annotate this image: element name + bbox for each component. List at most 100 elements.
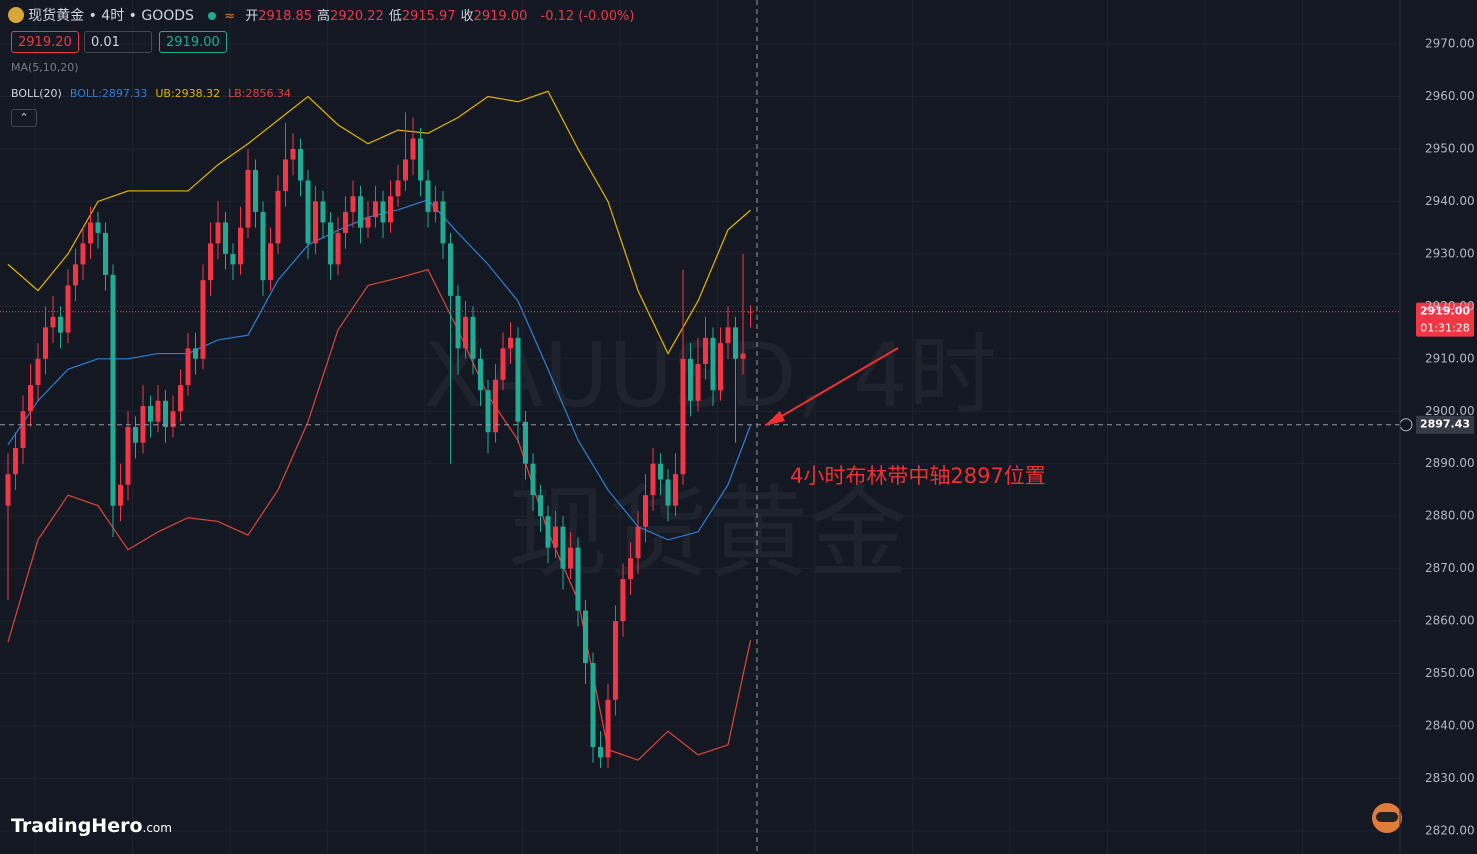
y-tick-label: 2930.00 [1425, 246, 1475, 260]
candle-body [500, 348, 506, 380]
candle-body [613, 621, 618, 700]
candle-body [628, 558, 633, 580]
collapse-button[interactable]: ⌃ [11, 109, 37, 127]
candle-body [238, 227, 243, 265]
candle-body [305, 180, 311, 244]
candle-body [530, 463, 536, 496]
y-tick-label: 2950.00 [1425, 141, 1475, 155]
candle-body [65, 285, 71, 333]
ohlc-value: 2915.97 [401, 9, 456, 24]
crosshair-box [1416, 415, 1474, 434]
candle-body [110, 274, 116, 506]
candle-body [515, 337, 521, 422]
symbol-icon [8, 7, 24, 23]
ma-legend: MA(5,10,20) [11, 61, 79, 74]
annotation: 4小时布林带中轴2897位置 [790, 464, 1046, 488]
candle-body [208, 243, 213, 281]
candle-body [328, 222, 333, 265]
candle-body [148, 406, 153, 422]
candle-body [598, 746, 603, 758]
band-line [7, 268, 752, 761]
candle-body [470, 316, 476, 359]
candle-body [245, 169, 251, 228]
candle-body [635, 526, 641, 559]
candle-body [58, 316, 63, 333]
candle-body [455, 295, 461, 349]
candle-body [710, 337, 716, 391]
watermark: 现货黄金 [508, 474, 908, 591]
candle-body [373, 201, 378, 218]
candle-body [425, 180, 431, 212]
candle-body [155, 400, 161, 422]
candle-body [493, 379, 498, 433]
y-tick-label: 2840.00 [1425, 719, 1475, 733]
candle-body [560, 526, 566, 569]
candle-body [395, 180, 401, 197]
y-tick-label: 2830.00 [1425, 771, 1475, 785]
y-tick-label: 2890.00 [1425, 456, 1475, 470]
logo-suffix: .com [142, 821, 172, 835]
candle-body [170, 411, 176, 427]
ohlc-label: 低 [388, 9, 402, 24]
candle-body [223, 222, 228, 254]
candle-body [178, 385, 183, 412]
symbol[interactable]: 现货黄金 • 4时 • GOODS [28, 8, 194, 24]
candle-body [215, 222, 221, 244]
ohlc-value: 2918.85 [258, 9, 313, 24]
status-dot [208, 12, 217, 20]
candle-body [20, 411, 26, 448]
candle-body [703, 337, 708, 365]
candle-body [73, 264, 78, 286]
candle-body [335, 232, 341, 265]
candle-body [418, 138, 423, 181]
crosshair-label: 2897.43 [1420, 418, 1470, 431]
y-tick-label: 2900.00 [1425, 404, 1475, 418]
ohlc-label: 高 [317, 9, 331, 24]
ohlc-label: 收 [460, 9, 474, 24]
add-alert [1399, 418, 1413, 432]
candle-body [680, 358, 686, 475]
boll-title: BOLL(20) [11, 87, 62, 100]
candle-body [575, 547, 581, 611]
candle-body [440, 201, 446, 244]
candle-body [380, 201, 386, 223]
sell-button[interactable]: 2919.20 [11, 31, 79, 53]
candle-body [665, 479, 671, 506]
candle-body [5, 474, 11, 506]
candle-body [320, 201, 326, 223]
y-tick-label: 2940.00 [1425, 194, 1475, 208]
y-tick-label: 2960.00 [1425, 89, 1475, 103]
qty-input[interactable]: 0.01 [84, 31, 152, 53]
candle-body [13, 447, 18, 475]
candle-body [350, 196, 356, 212]
boll-legend: BOLL(20) BOLL:2897.33 UB:2938.32 LB:2856.34 [11, 87, 299, 100]
annotation-arrow [769, 347, 899, 424]
candle-body [590, 663, 596, 747]
logo: TradingHero.com [11, 815, 172, 837]
candle-body [643, 495, 648, 527]
candle-body [358, 196, 363, 228]
candle-body [545, 516, 551, 548]
candle-body [260, 211, 266, 281]
candle-body [365, 217, 371, 228]
candle-body [50, 316, 56, 328]
candle-body [605, 699, 611, 758]
status-icon: ≈ [224, 9, 236, 24]
candle-body [95, 222, 101, 233]
candle-body [523, 421, 528, 464]
ohlc-label: 开 [245, 9, 259, 24]
last-price-box [1416, 302, 1474, 337]
candle-body [508, 337, 513, 349]
candle-body [553, 526, 558, 548]
band-line [7, 90, 751, 355]
candle-body [688, 358, 693, 401]
y-tick-label: 2850.00 [1425, 666, 1475, 680]
candle-body [568, 547, 573, 569]
candle-body [448, 243, 453, 296]
y-tick-label: 2880.00 [1425, 509, 1475, 523]
candle-body [650, 463, 656, 496]
candle-body [433, 201, 438, 212]
buy-button[interactable]: 2919.00 [159, 31, 227, 53]
